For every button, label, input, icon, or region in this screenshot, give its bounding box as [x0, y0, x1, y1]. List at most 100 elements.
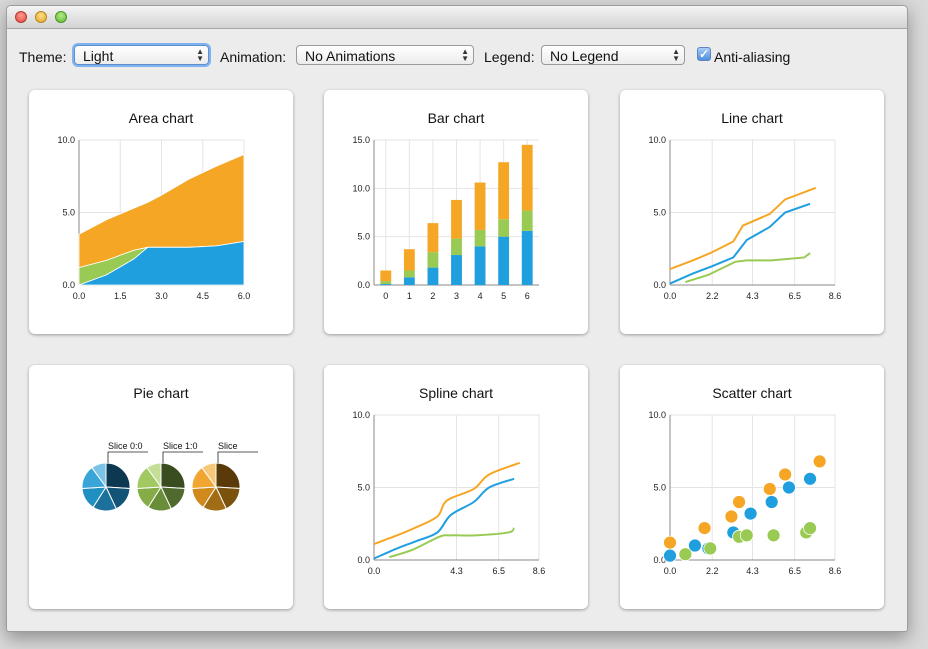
scatter-point	[732, 495, 746, 509]
y-tick-label: 10.0	[352, 410, 370, 420]
antialias-label: Anti-aliasing	[714, 49, 791, 65]
x-tick-label: 5	[501, 291, 506, 301]
bar	[403, 277, 415, 285]
x-tick-label: 1	[407, 291, 412, 301]
bar	[403, 249, 415, 271]
x-tick-label: 2.2	[706, 291, 719, 301]
x-tick-label: 4.5	[196, 291, 209, 301]
x-tick-label: 2.2	[706, 566, 719, 576]
pie-slice	[201, 462, 217, 489]
x-tick-label: 8.6	[533, 566, 546, 576]
animation-select[interactable]: No Animations ▲ ▼	[296, 45, 474, 65]
select-arrows-icon: ▲ ▼	[196, 47, 204, 63]
animation-select-value: No Animations	[305, 48, 396, 64]
bar	[474, 229, 486, 247]
y-tick-label: 0.0	[653, 555, 666, 565]
x-tick-label: 0.0	[73, 291, 86, 301]
chart-title: Pie chart	[133, 385, 189, 401]
bar	[427, 252, 439, 268]
scatter-point	[663, 548, 677, 563]
chart-title: Scatter chart	[712, 385, 792, 401]
bar	[498, 219, 510, 237]
y-tick-label: 5.0	[62, 208, 75, 218]
theme-select[interactable]: Light ▲ ▼	[74, 45, 209, 65]
y-tick-label: 0.0	[357, 555, 370, 565]
scatter-point	[782, 480, 796, 495]
pie-slice	[91, 462, 107, 489]
scatter-point	[743, 506, 758, 521]
pie-label-line	[217, 451, 258, 463]
scatter-chart: 0.0 5.0 10.0 0.0 2.2 4.3 6.5 8.6	[648, 410, 841, 576]
scatter-point	[762, 482, 777, 496]
bar	[498, 162, 510, 220]
line-series	[669, 202, 811, 285]
y-tick-label: 10.0	[648, 410, 666, 420]
x-tick-label: 6.0	[238, 291, 251, 301]
bar	[380, 284, 392, 285]
y-tick-label: 0.0	[653, 280, 666, 290]
x-tick-label: 8.6	[829, 291, 842, 301]
spline-series	[373, 477, 515, 560]
zoom-window-button[interactable]	[55, 11, 67, 23]
theme-select-value: Light	[83, 48, 114, 64]
chart-title: Area chart	[128, 110, 194, 126]
scatter-point	[778, 467, 793, 482]
scatter-point	[703, 541, 718, 556]
line-series	[685, 252, 811, 284]
x-tick-label: 6.5	[492, 566, 505, 576]
pie-label-line	[107, 451, 148, 463]
x-tick-label: 0.0	[664, 291, 677, 301]
pie-chart: Slice 0:0 Slice 1:0 Slice	[81, 441, 258, 512]
scatter-point	[724, 509, 739, 524]
spline-series	[373, 461, 521, 545]
x-tick-label: 0.0	[664, 566, 677, 576]
y-tick-label: 5.0	[653, 483, 666, 493]
pie-slice-label: Slice	[218, 441, 238, 451]
close-window-button[interactable]	[15, 11, 27, 23]
legend-select[interactable]: No Legend ▲ ▼	[541, 45, 685, 65]
legend-select-value: No Legend	[550, 48, 619, 64]
legend-label: Legend:	[484, 49, 535, 65]
pie-slice	[146, 462, 162, 489]
bar	[427, 223, 439, 253]
bar-chart: 0.0 5.0 10.0 15.0 0 1 2 3 4 5 6	[352, 135, 539, 301]
y-tick-label: 0.0	[357, 280, 370, 290]
y-tick-label: 10.0	[648, 135, 666, 145]
antialias-checkbox[interactable]: ✓	[697, 47, 711, 61]
pie-slice	[160, 462, 186, 490]
bar	[521, 210, 533, 231]
scatter-point	[678, 547, 693, 562]
bar	[380, 281, 392, 285]
line-series	[669, 186, 817, 270]
scatter-chart-card: Scatter chart 0.0 5.0 10.0 0.0 2.2 4.3 6.5 8.6	[620, 365, 884, 609]
line-chart-card: Line chart 0.0 5.0 10.0 0.0 2.2 4.3 6.5 8.6	[620, 90, 884, 334]
spline-chart: 0.0 5.0 10.0 0.0 4.3 6.5 8.6	[352, 410, 546, 576]
select-arrows-icon: ▲ ▼	[672, 47, 680, 63]
chart-title: Spline chart	[419, 385, 493, 401]
scatter-point	[663, 535, 677, 550]
x-tick-label: 4.3	[746, 566, 759, 576]
toolbar: Theme: Light ▲ ▼ Animation: No Animations…	[7, 44, 907, 68]
scatter-point	[764, 495, 779, 509]
pie-slice	[215, 462, 241, 490]
bar	[521, 230, 533, 285]
pie-slice-label: Slice 0:0	[108, 441, 143, 451]
minimize-window-button[interactable]	[35, 11, 47, 23]
pie-chart-card: Pie chart Slice 0:0 Slice 1:0 Slice	[29, 365, 293, 609]
x-tick-label: 3	[454, 291, 459, 301]
x-tick-label: 0.0	[368, 566, 381, 576]
x-tick-label: 6.5	[788, 566, 801, 576]
y-tick-label: 5.0	[357, 483, 370, 493]
area-chart: 0.0 5.0 10.0 0.0 1.5 3.0 4.5 6.0	[57, 135, 251, 301]
app-window: Theme: Light ▲ ▼ Animation: No Animations…	[6, 5, 908, 632]
scatter-point	[766, 528, 781, 543]
checkmark-icon: ✓	[698, 47, 710, 61]
y-tick-label: 0.0	[62, 280, 75, 290]
area-series	[78, 241, 245, 286]
area-chart-card: Area chart 0.0 5.0 10.0 0.0 1.5 3.0 4.5 6.0	[29, 90, 293, 334]
chart-title: Bar chart	[427, 110, 485, 126]
scatter-point	[739, 528, 754, 543]
y-tick-label: 5.0	[357, 232, 370, 242]
bar	[451, 199, 462, 239]
line-chart: 0.0 5.0 10.0 0.0 2.2 4.3 6.5 8.6	[648, 135, 842, 301]
